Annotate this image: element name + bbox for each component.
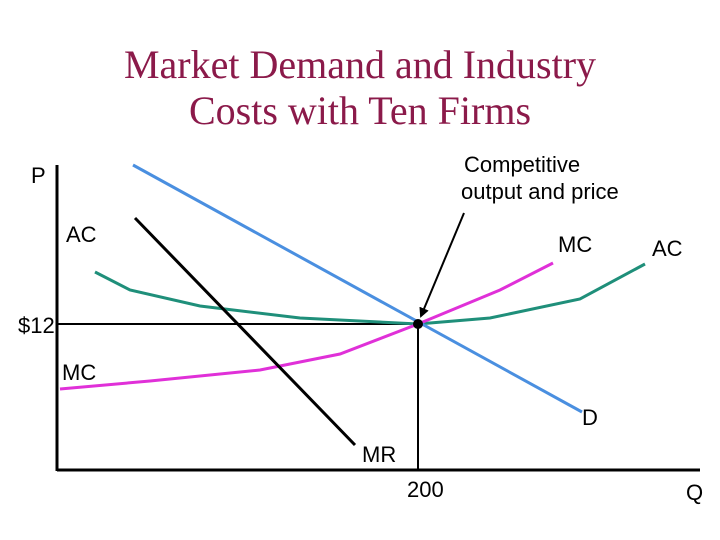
x-axis-label: Q [686, 480, 703, 505]
demand-label: D [582, 405, 598, 430]
demand-curve [132, 163, 583, 414]
price-tick-label: $12 [18, 313, 55, 338]
annotation-line-2: output and price [461, 179, 619, 204]
quantity-tick-label: 200 [407, 477, 444, 502]
equilibrium-point [413, 319, 423, 329]
ac-right-label: AC [652, 236, 683, 261]
title-line-1: Market Demand and Industry [123, 42, 597, 87]
annotation-arrow [419, 212, 465, 318]
mr-label: MR [362, 442, 396, 467]
ac-left-label: AC [66, 222, 97, 247]
average-cost-curve [94, 262, 646, 326]
title-line-2: Costs with Ten Firms [188, 88, 532, 133]
y-axis-label: P [31, 163, 46, 188]
marginal-revenue-curve [133, 216, 357, 447]
chart-title: Market Demand and Industry Costs with Te… [0, 42, 720, 134]
marginal-cost-curve [59, 261, 554, 391]
mc-left-label: MC [62, 360, 96, 385]
mc-right-label: MC [558, 232, 592, 257]
annotation-line-1: Competitive [464, 152, 580, 177]
